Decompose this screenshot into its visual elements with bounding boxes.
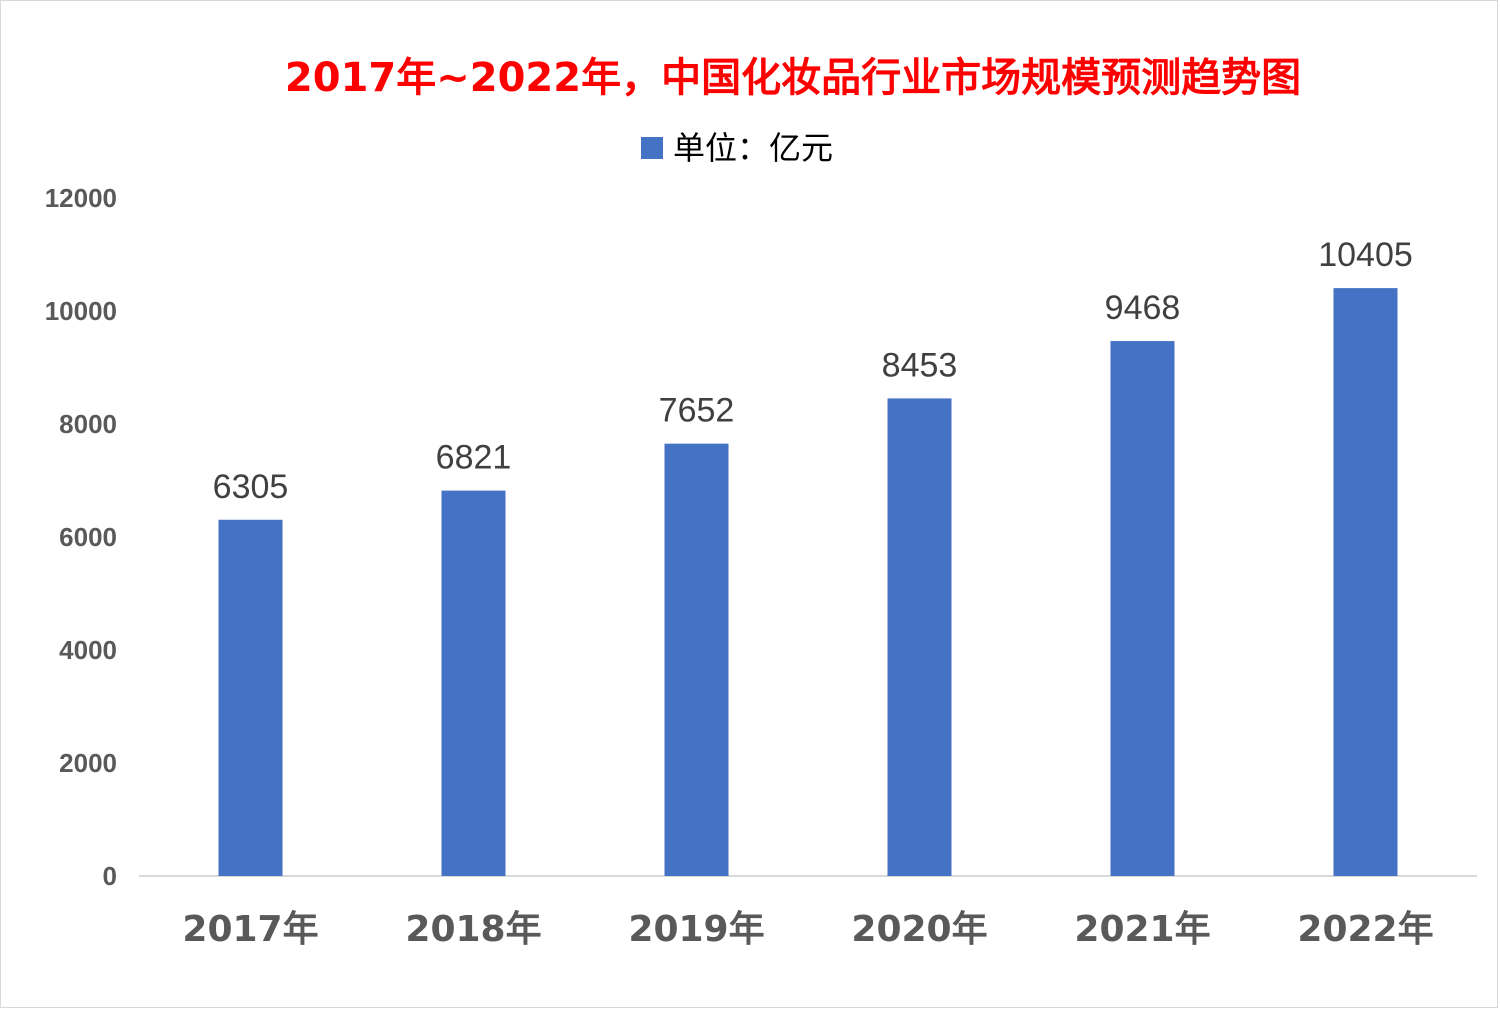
bar — [441, 490, 506, 876]
chart-title: 2017年~2022年，中国化妆品行业市场规模预测趋势图 — [285, 55, 1301, 101]
y-tick-label: 10000 — [45, 296, 117, 326]
data-label: 8453 — [882, 346, 958, 384]
x-axis-labels: 2017年 2018年 2019年 2020年 2021年 2022年 — [182, 909, 1433, 950]
y-tick-label: 12000 — [45, 183, 117, 213]
bar — [664, 443, 729, 876]
x-tick-label: 2019年 — [628, 909, 764, 950]
x-tick-label: 2022年 — [1297, 909, 1433, 950]
legend-label: 单位：亿元 — [673, 129, 833, 167]
bar — [1333, 288, 1398, 876]
bar — [887, 398, 952, 876]
data-label: 7652 — [659, 392, 735, 430]
bar — [1110, 341, 1175, 877]
data-label: 6305 — [213, 468, 289, 506]
legend: 单位：亿元 — [641, 129, 833, 167]
x-tick-label: 2021年 — [1074, 909, 1210, 950]
data-label: 10405 — [1318, 236, 1413, 274]
x-tick-label: 2018年 — [405, 909, 541, 950]
x-tick-label: 2020年 — [851, 909, 987, 950]
y-tick-label: 0 — [103, 861, 117, 891]
bar — [218, 519, 283, 876]
y-axis-ticks: 0 2000 4000 6000 8000 10000 12000 — [45, 183, 117, 891]
x-tick-label: 2017年 — [182, 909, 318, 950]
data-label: 9468 — [1105, 289, 1181, 327]
y-tick-label: 4000 — [59, 635, 117, 665]
data-label: 6821 — [436, 439, 512, 477]
data-labels: 6305 6821 7652 8453 9468 10405 — [213, 236, 1413, 506]
y-tick-label: 6000 — [59, 522, 117, 552]
y-tick-label: 2000 — [59, 748, 117, 778]
bars — [218, 288, 1398, 877]
legend-swatch — [641, 137, 663, 159]
y-tick-label: 8000 — [59, 409, 117, 439]
